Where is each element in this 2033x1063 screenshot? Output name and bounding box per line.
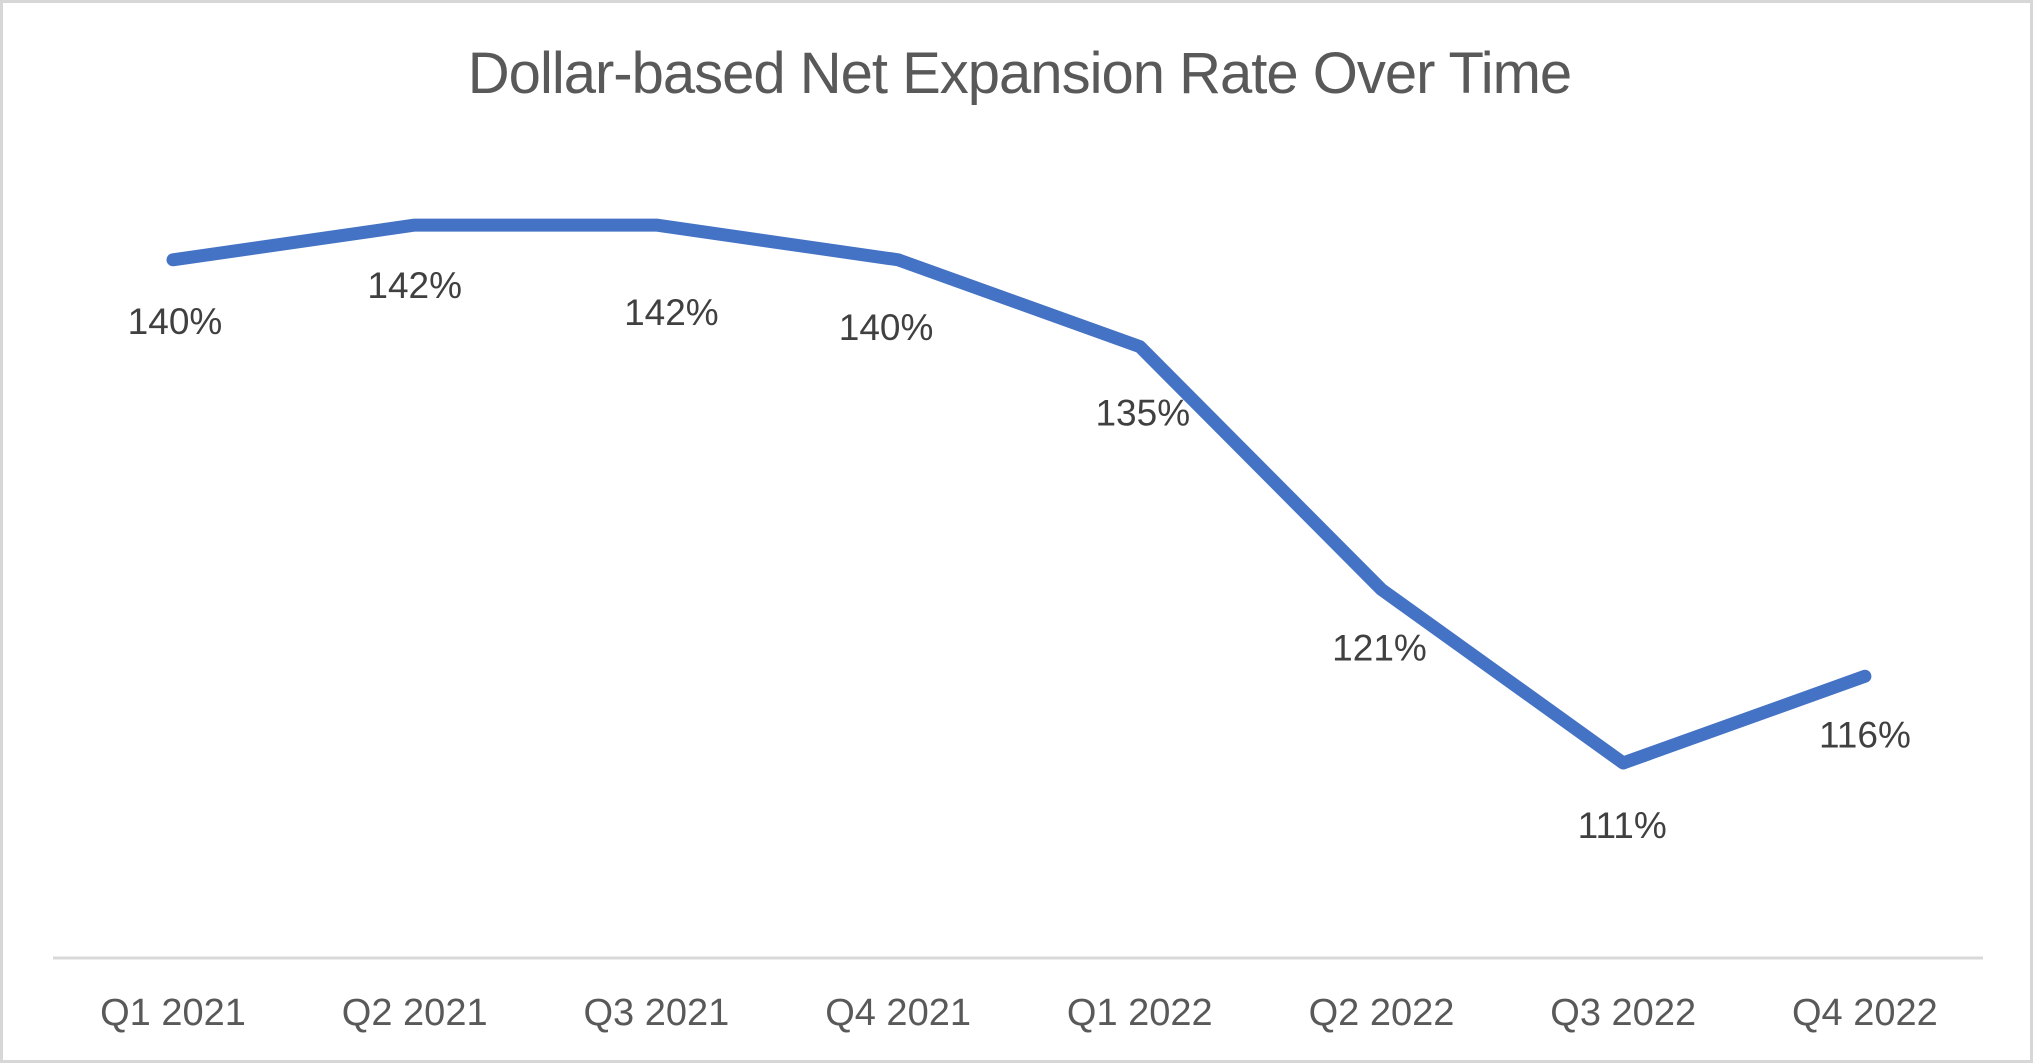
x-axis-label-q1-2022: Q1 2022 bbox=[1067, 992, 1213, 1034]
x-axis-label-q2-2022: Q2 2022 bbox=[1309, 992, 1455, 1034]
data-label-q4-2022: 116% bbox=[1819, 714, 1911, 755]
x-axis-label-q1-2021: Q1 2021 bbox=[100, 992, 246, 1034]
x-axis-label-q4-2021: Q4 2021 bbox=[825, 992, 971, 1034]
x-axis-label-q4-2022: Q4 2022 bbox=[1792, 992, 1938, 1034]
data-label-q2-2022: 121% bbox=[1332, 628, 1427, 669]
series-line bbox=[166, 218, 1872, 770]
data-label-q1-2021: 140% bbox=[128, 301, 223, 342]
x-axis-label-q3-2021: Q3 2021 bbox=[584, 992, 730, 1034]
chart-title: Dollar-based Net Expansion Rate Over Tim… bbox=[467, 41, 1572, 106]
line-chart: 140% 142% 142% 140% 135% 121% 111% 116% Q1 2021… bbox=[53, 218, 1983, 1034]
data-label-q3-2021: 142% bbox=[624, 292, 719, 333]
data-label-q3-2022: 111% bbox=[1578, 805, 1667, 846]
x-axis-label-q2-2021: Q2 2021 bbox=[342, 992, 488, 1034]
x-axis-label-q3-2022: Q3 2022 bbox=[1550, 992, 1696, 1034]
data-label-q1-2022: 135% bbox=[1095, 393, 1190, 434]
data-labels-group: 140% 142% 142% 140% 135% 121% 111% 116% bbox=[128, 265, 1911, 846]
data-label-q4-2021: 140% bbox=[839, 307, 934, 348]
data-label-q2-2021: 142% bbox=[367, 265, 462, 306]
x-axis-labels-group: Q1 2021 Q2 2021 Q3 2021 Q4 2021 Q1 2022 Q2 20… bbox=[100, 992, 1938, 1034]
